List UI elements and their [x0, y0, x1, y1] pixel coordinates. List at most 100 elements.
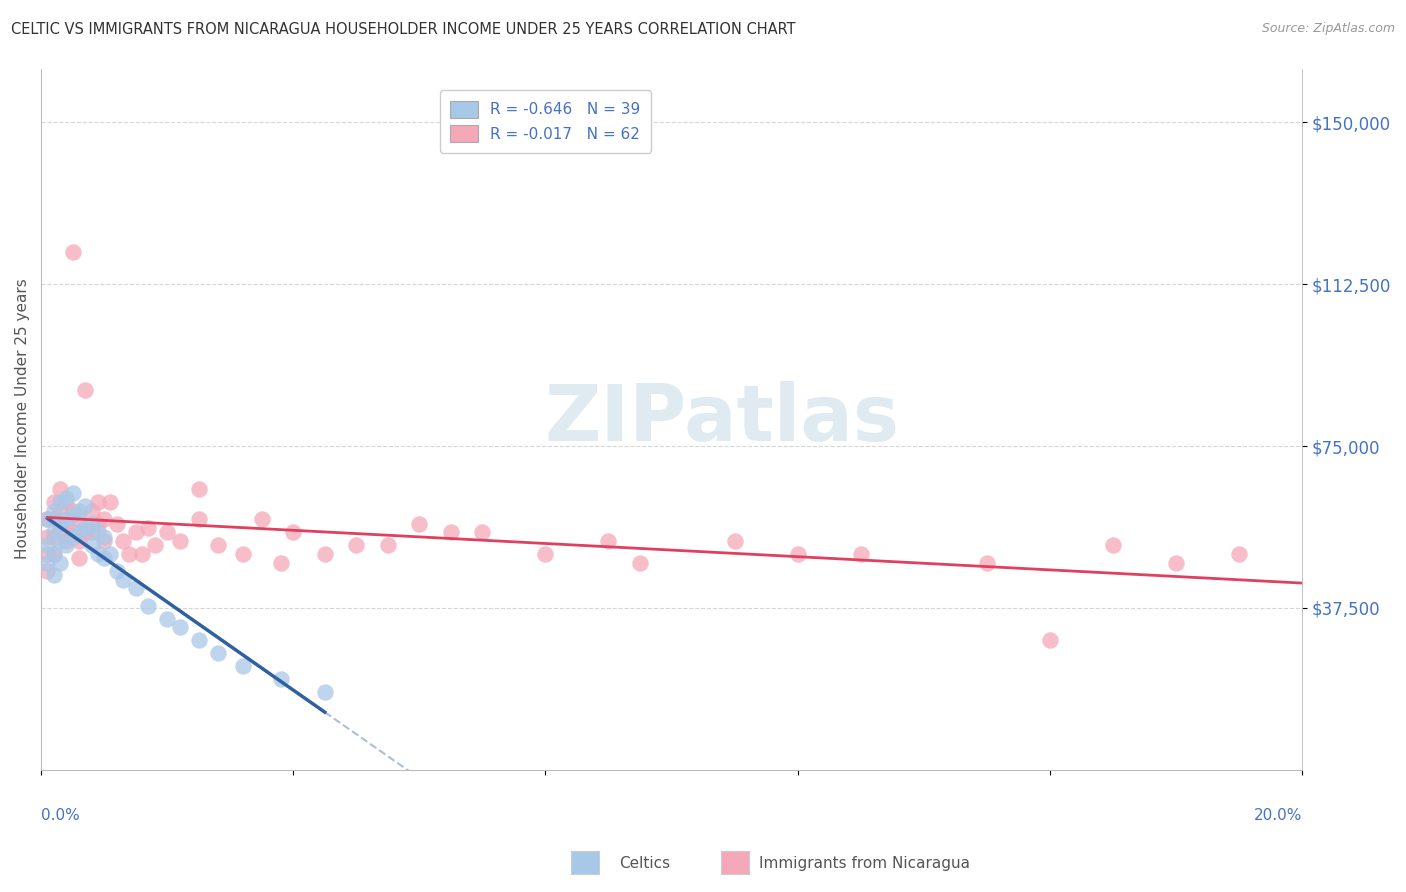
Point [62, 244, 84, 259]
Point [37, 512, 59, 526]
Point [42, 495, 65, 509]
Point [270, 672, 292, 686]
Point [42, 547, 65, 561]
Point [87, 495, 110, 509]
Point [124, 582, 146, 596]
Point [93, 551, 115, 566]
Point [49, 482, 72, 496]
Point [67, 512, 90, 526]
Point [67, 504, 90, 518]
Point [37, 538, 59, 552]
Text: 20.0%: 20.0% [1254, 808, 1302, 823]
Point [250, 512, 273, 526]
Point [49, 495, 72, 509]
Point [187, 633, 209, 648]
Point [80, 525, 103, 540]
Point [49, 516, 72, 531]
Point [93, 512, 115, 526]
Text: ZIPatlas: ZIPatlas [544, 381, 900, 457]
Point [628, 556, 651, 570]
Legend: R = -0.646   N = 39, R = -0.017   N = 62: R = -0.646 N = 39, R = -0.017 N = 62 [440, 90, 651, 153]
Point [49, 504, 72, 518]
Point [49, 521, 72, 535]
Point [187, 482, 209, 496]
Point [80, 504, 103, 518]
Point [112, 533, 135, 548]
Point [67, 533, 90, 548]
Point [62, 486, 84, 500]
Point [100, 495, 122, 509]
Point [62, 508, 84, 522]
Text: CELTIC VS IMMIGRANTS FROM NICARAGUA HOUSEHOLDER INCOME UNDER 25 YEARS CORRELATIO: CELTIC VS IMMIGRANTS FROM NICARAGUA HOUS… [11, 22, 796, 37]
Point [93, 530, 115, 544]
Point [55, 538, 77, 552]
Point [156, 611, 179, 625]
Point [75, 521, 97, 535]
Point [37, 530, 59, 544]
Point [55, 491, 77, 505]
Point [87, 547, 110, 561]
Point [87, 525, 110, 540]
Point [49, 533, 72, 548]
Point [37, 547, 59, 561]
Point [207, 646, 229, 660]
Point [156, 525, 179, 540]
Point [37, 564, 59, 578]
Point [207, 538, 229, 552]
Point [67, 551, 90, 566]
Point [42, 530, 65, 544]
Point [377, 538, 399, 552]
Point [62, 504, 84, 518]
Y-axis label: Householder Income Under 25 years: Householder Income Under 25 years [15, 278, 30, 559]
Point [55, 495, 77, 509]
Point [105, 516, 128, 531]
Point [67, 525, 90, 540]
Point [42, 504, 65, 518]
Point [136, 599, 159, 613]
Point [849, 547, 872, 561]
Point [136, 521, 159, 535]
Point [87, 516, 110, 531]
Point [283, 525, 305, 540]
Point [471, 525, 494, 540]
Point [42, 512, 65, 526]
Point [131, 547, 153, 561]
Point [786, 547, 808, 561]
Point [1227, 547, 1250, 561]
Point [62, 525, 84, 540]
Point [1101, 538, 1123, 552]
Point [314, 685, 336, 699]
Point [1164, 556, 1187, 570]
Point [976, 556, 998, 570]
Point [314, 547, 336, 561]
Point [232, 547, 254, 561]
Point [55, 512, 77, 526]
Text: Celtics: Celtics [619, 856, 669, 871]
Point [55, 533, 77, 548]
Point [408, 516, 430, 531]
Point [42, 568, 65, 582]
Point [598, 533, 620, 548]
Text: Source: ZipAtlas.com: Source: ZipAtlas.com [1261, 22, 1395, 36]
Point [534, 547, 557, 561]
Point [723, 533, 745, 548]
Point [270, 556, 292, 570]
Point [100, 547, 122, 561]
Point [49, 556, 72, 570]
Point [105, 564, 128, 578]
Point [187, 512, 209, 526]
Point [55, 516, 77, 531]
Point [80, 516, 103, 531]
Point [169, 620, 191, 634]
Text: 0.0%: 0.0% [41, 808, 80, 823]
Point [1039, 633, 1062, 648]
Point [80, 538, 103, 552]
Point [37, 556, 59, 570]
Point [118, 547, 141, 561]
Point [75, 383, 97, 397]
Point [93, 533, 115, 548]
Text: Immigrants from Nicaragua: Immigrants from Nicaragua [759, 856, 970, 871]
Point [75, 525, 97, 540]
Point [42, 525, 65, 540]
Point [42, 547, 65, 561]
